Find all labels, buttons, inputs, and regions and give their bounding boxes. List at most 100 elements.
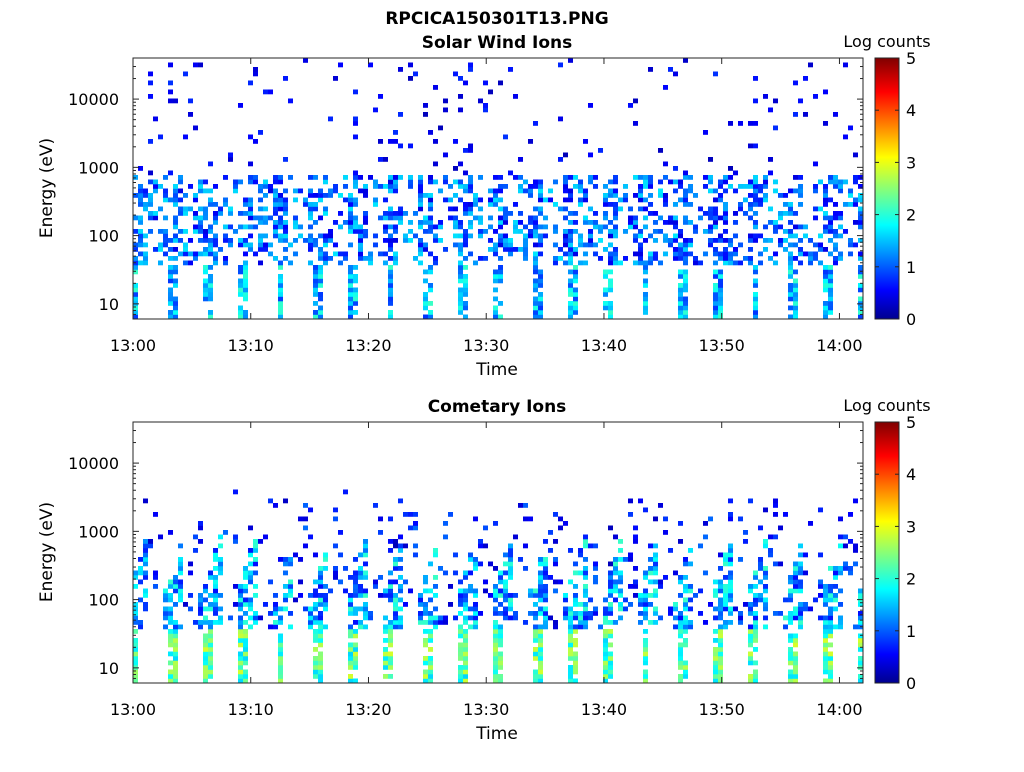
heatmap-cell [708, 229, 713, 234]
heatmap-cell [758, 557, 763, 562]
heatmap-cell [498, 674, 503, 679]
heatmap-cell [633, 539, 638, 544]
heatmap-cell [708, 242, 713, 248]
heatmap-cell [208, 265, 213, 270]
heatmap-cell [233, 229, 238, 234]
heatmap-cell [858, 193, 863, 198]
heatmap-cell [443, 197, 448, 203]
heatmap-cell [628, 557, 633, 562]
heatmap-cell [398, 557, 403, 562]
heatmap-cell [688, 584, 693, 589]
heatmap-cell [158, 206, 163, 212]
heatmap-cell [568, 611, 573, 616]
heatmap-cell [463, 588, 468, 594]
heatmap-cell [823, 602, 828, 607]
heatmap-cell [658, 260, 663, 266]
heatmap-cell [688, 624, 693, 630]
heatmap-cell [818, 584, 823, 589]
heatmap-cell [798, 98, 803, 104]
heatmap-cell [278, 615, 283, 621]
heatmap-cell [458, 224, 463, 230]
heatmap-cell [718, 597, 723, 603]
heatmap-cell [203, 660, 208, 666]
heatmap-cell [278, 651, 283, 657]
heatmap-cell [353, 620, 358, 625]
heatmap-cell [728, 611, 733, 616]
heatmap-cell [258, 215, 263, 221]
heatmap-cell [633, 238, 638, 243]
heatmap-cell [783, 512, 788, 517]
heatmap-cell [508, 615, 513, 621]
heatmap-cell [828, 597, 833, 603]
heatmap-cell [378, 94, 383, 99]
heatmap-cell [188, 184, 193, 189]
heatmap-cell [133, 193, 138, 198]
heatmap-cell [463, 238, 468, 243]
heatmap-cell [678, 305, 683, 311]
heatmap-cell [358, 233, 363, 239]
heatmap-cell [788, 256, 793, 261]
heatmap-cell [463, 638, 468, 643]
heatmap-cell [143, 561, 148, 567]
heatmap-cell [683, 624, 688, 630]
heatmap-cell [243, 678, 248, 684]
heatmap-cell [798, 584, 803, 589]
heatmap-cell [663, 161, 668, 167]
heatmap-cell [468, 570, 473, 576]
heatmap-cell [813, 597, 818, 603]
heatmap-cell [283, 229, 288, 234]
heatmap-cell [503, 584, 508, 589]
heatmap-cell [473, 602, 478, 607]
heatmap-cell [543, 593, 548, 598]
heatmap-cell [633, 193, 638, 198]
heatmap-cell [733, 220, 738, 225]
heatmap-cell [608, 593, 613, 598]
heatmap-cell [853, 548, 858, 553]
heatmap-cell [363, 256, 368, 261]
heatmap-cell [528, 188, 533, 194]
heatmap-cell [788, 251, 793, 257]
heatmap-cell [678, 233, 683, 239]
heatmap-cell [318, 233, 323, 239]
heatmap-cell [353, 170, 358, 176]
heatmap-cell [538, 242, 543, 248]
heatmap-cell [858, 175, 863, 180]
heatmap-cell [278, 314, 283, 320]
heatmap-cell [533, 624, 538, 630]
heatmap-cell [463, 301, 468, 306]
heatmap-cell [538, 665, 543, 670]
heatmap-cell [388, 278, 393, 284]
heatmap-cell [308, 242, 313, 248]
heatmap-cell [428, 561, 433, 567]
heatmap-cell [408, 175, 413, 180]
heatmap-cell [613, 206, 618, 212]
heatmap-cell [823, 678, 828, 684]
heatmap-cell [753, 283, 758, 288]
heatmap-cell [693, 224, 698, 230]
heatmap-cell [493, 642, 498, 648]
heatmap-cell [318, 660, 323, 666]
heatmap-cell [573, 287, 578, 293]
heatmap-cell [318, 566, 323, 571]
heatmap-cell [413, 521, 418, 526]
heatmap-cell [238, 238, 243, 243]
heatmap-cell [488, 89, 493, 95]
heatmap-cell [823, 188, 828, 194]
heatmap-cell [683, 278, 688, 284]
heatmap-cell [428, 215, 433, 221]
heatmap-cell [418, 602, 423, 607]
heatmap-cell [788, 575, 793, 580]
heatmap-cell [238, 606, 243, 612]
heatmap-cell [208, 296, 213, 302]
heatmap-cell [783, 202, 788, 207]
heatmap-cell [608, 570, 613, 576]
heatmap-cell [683, 170, 688, 176]
heatmap-cell [313, 633, 318, 639]
heatmap-cell [588, 242, 593, 248]
heatmap-cell [683, 58, 688, 63]
heatmap-cell [768, 206, 773, 212]
heatmap-cell [748, 606, 753, 612]
heatmap-cell [833, 584, 838, 589]
heatmap-cell [373, 233, 378, 239]
heatmap-cell [558, 157, 563, 162]
